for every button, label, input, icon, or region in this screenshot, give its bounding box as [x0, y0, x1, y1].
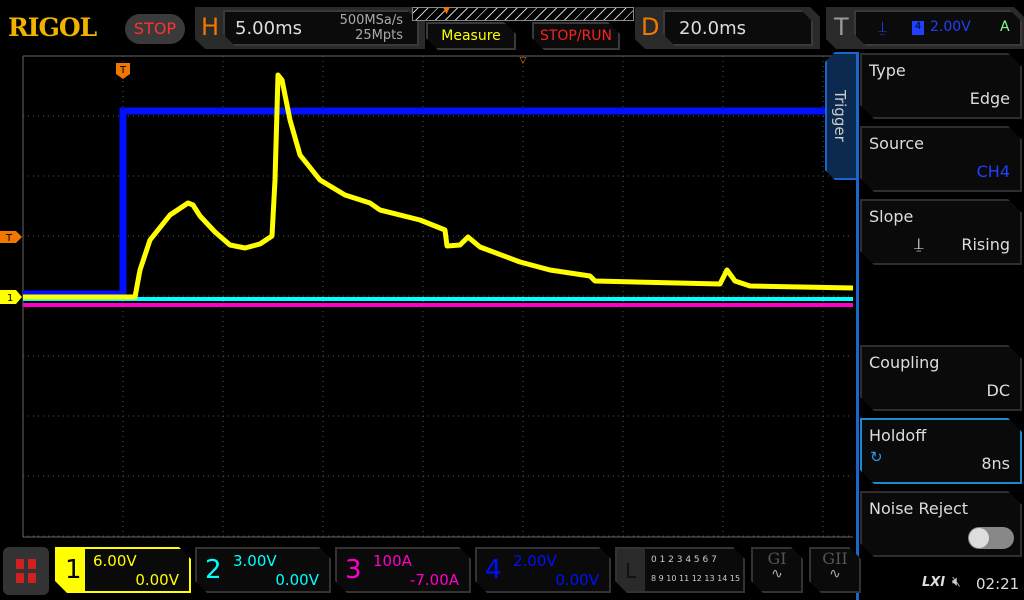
stop-run-label: STOP/RUN: [539, 28, 613, 44]
trigger-level-label: T: [5, 233, 13, 244]
speaker-muted-icon[interactable]: 🔇︎: [952, 574, 961, 590]
ch2-number: 2: [205, 555, 222, 585]
horizontal-panel[interactable]: H 5.00ms 500MSa/s 25Mpts: [195, 7, 425, 49]
menu-source[interactable]: Source CH4: [860, 126, 1022, 192]
generator-2-button[interactable]: GII ∿: [809, 547, 861, 593]
g1-label: GI: [767, 549, 787, 568]
sine-icon: ∿: [771, 566, 783, 582]
menu-slope[interactable]: Slope ⍊ Rising: [860, 199, 1022, 265]
menu-type[interactable]: Type Edge: [860, 53, 1022, 119]
trigger-level: 2.00V: [930, 19, 971, 35]
waveform-display[interactable]: T T 1 ▽: [0, 0, 860, 545]
ch4-number: 4: [485, 555, 502, 585]
ch3-scale: 100A: [373, 552, 412, 570]
menu-noise-reject[interactable]: Noise Reject: [860, 491, 1022, 557]
type-value: Edge: [969, 89, 1010, 108]
slope-title: Slope: [869, 207, 914, 226]
source-title: Source: [869, 134, 924, 153]
ch2-panel[interactable]: 2 3.00V 0.00V: [195, 547, 331, 593]
trigger-position-label: T: [119, 65, 127, 76]
menu-holdoff[interactable]: Holdoff ↻ 8ns: [860, 418, 1022, 484]
rising-slope-icon: ⍊: [914, 234, 924, 253]
holdoff-value: 8ns: [981, 454, 1010, 473]
app-menu-button[interactable]: [3, 547, 49, 595]
coupling-value: DC: [986, 381, 1010, 400]
menu-border: [856, 52, 859, 600]
ch3-number: 3: [345, 555, 362, 585]
trigger-tab-label: Trigger: [831, 90, 849, 142]
clock: 02:21: [976, 575, 1020, 593]
center-marker: ▽: [520, 56, 527, 66]
memory-position-bar[interactable]: [412, 7, 634, 21]
memory-depth: 25Mpts: [355, 28, 403, 43]
ch1-number: 1: [65, 555, 82, 585]
ch3-offset: -7.00A: [409, 571, 459, 589]
lxi-icon: LXI: [922, 575, 946, 590]
rigol-logo: RIGOL: [8, 13, 97, 42]
trigger-menu-tab[interactable]: Trigger: [825, 52, 859, 180]
ch3-panel[interactable]: 3 100A -7.00A: [335, 547, 471, 593]
measure-label: Measure: [441, 28, 501, 44]
delay-box: 20.0ms: [663, 10, 813, 46]
ch1-scale: 6.00V: [93, 552, 137, 570]
ch1-panel[interactable]: 1 6.00V 0.00V: [55, 547, 191, 593]
menu-coupling[interactable]: Coupling DC: [860, 345, 1022, 411]
g2-label: GII: [822, 549, 848, 568]
graticule: [22, 55, 853, 538]
trigger-box: ⍊ 4 2.00V A: [854, 10, 1022, 46]
logic-row2: 8 9 10 11 12 13 14 15: [651, 574, 741, 583]
h-label: H: [201, 13, 220, 41]
logic-panel[interactable]: L 0 1 2 3 4 5 6 7 8 9 10 11 12 13 14 15: [615, 547, 745, 593]
ch1-offset-marker[interactable]: [0, 290, 22, 304]
timebase-box: 5.00ms 500MSa/s 25Mpts: [223, 10, 419, 46]
slope-value: Rising: [961, 235, 1010, 254]
logic-label: L: [625, 559, 637, 583]
t-label: T: [834, 13, 849, 41]
delay: 20.0ms: [679, 18, 746, 39]
sample-rate: 500MSa/s: [339, 13, 403, 28]
ch1-offset-label: 1: [7, 293, 13, 304]
trigger-level-marker[interactable]: [0, 231, 22, 243]
holdoff-title: Holdoff: [869, 426, 927, 445]
delay-panel[interactable]: D 20.0ms: [635, 7, 820, 49]
trigger-mode: A: [1000, 19, 1010, 35]
ch1-offset: 0.00V: [135, 571, 179, 589]
timebase: 5.00ms: [235, 18, 302, 39]
trigger-panel[interactable]: T ⍊ 4 2.00V A: [826, 7, 1024, 49]
measure-button[interactable]: Measure: [426, 22, 516, 50]
ch1-trace: [23, 72, 854, 300]
memory-position-marker: ▼: [443, 6, 450, 16]
stop-run-button[interactable]: STOP/RUN: [532, 22, 620, 50]
logic-row1: 0 1 2 3 4 5 6 7: [651, 555, 717, 565]
rising-edge-icon: ⍊: [878, 18, 888, 36]
trigger-position-marker[interactable]: [116, 63, 130, 79]
noise-reject-title: Noise Reject: [869, 499, 969, 518]
ch4-panel[interactable]: 4 2.00V 0.00V: [475, 547, 611, 593]
source-value: CH4: [976, 162, 1010, 181]
ch4-offset: 0.00V: [555, 571, 599, 589]
coupling-title: Coupling: [869, 353, 940, 372]
ch2-scale: 3.00V: [233, 552, 277, 570]
run-state-badge[interactable]: STOP: [125, 14, 185, 44]
ch4-trace: [23, 107, 853, 298]
knob-icon: ↻: [870, 448, 883, 466]
sine-icon: ∿: [829, 566, 841, 582]
type-title: Type: [869, 61, 906, 80]
ch4-scale: 2.00V: [513, 552, 557, 570]
generator-1-button[interactable]: GI ∿: [751, 547, 803, 593]
trigger-source-icon: 4: [912, 21, 924, 35]
noise-reject-toggle[interactable]: [968, 527, 1014, 549]
ch2-offset: 0.00V: [275, 571, 319, 589]
d-label: D: [641, 13, 660, 41]
